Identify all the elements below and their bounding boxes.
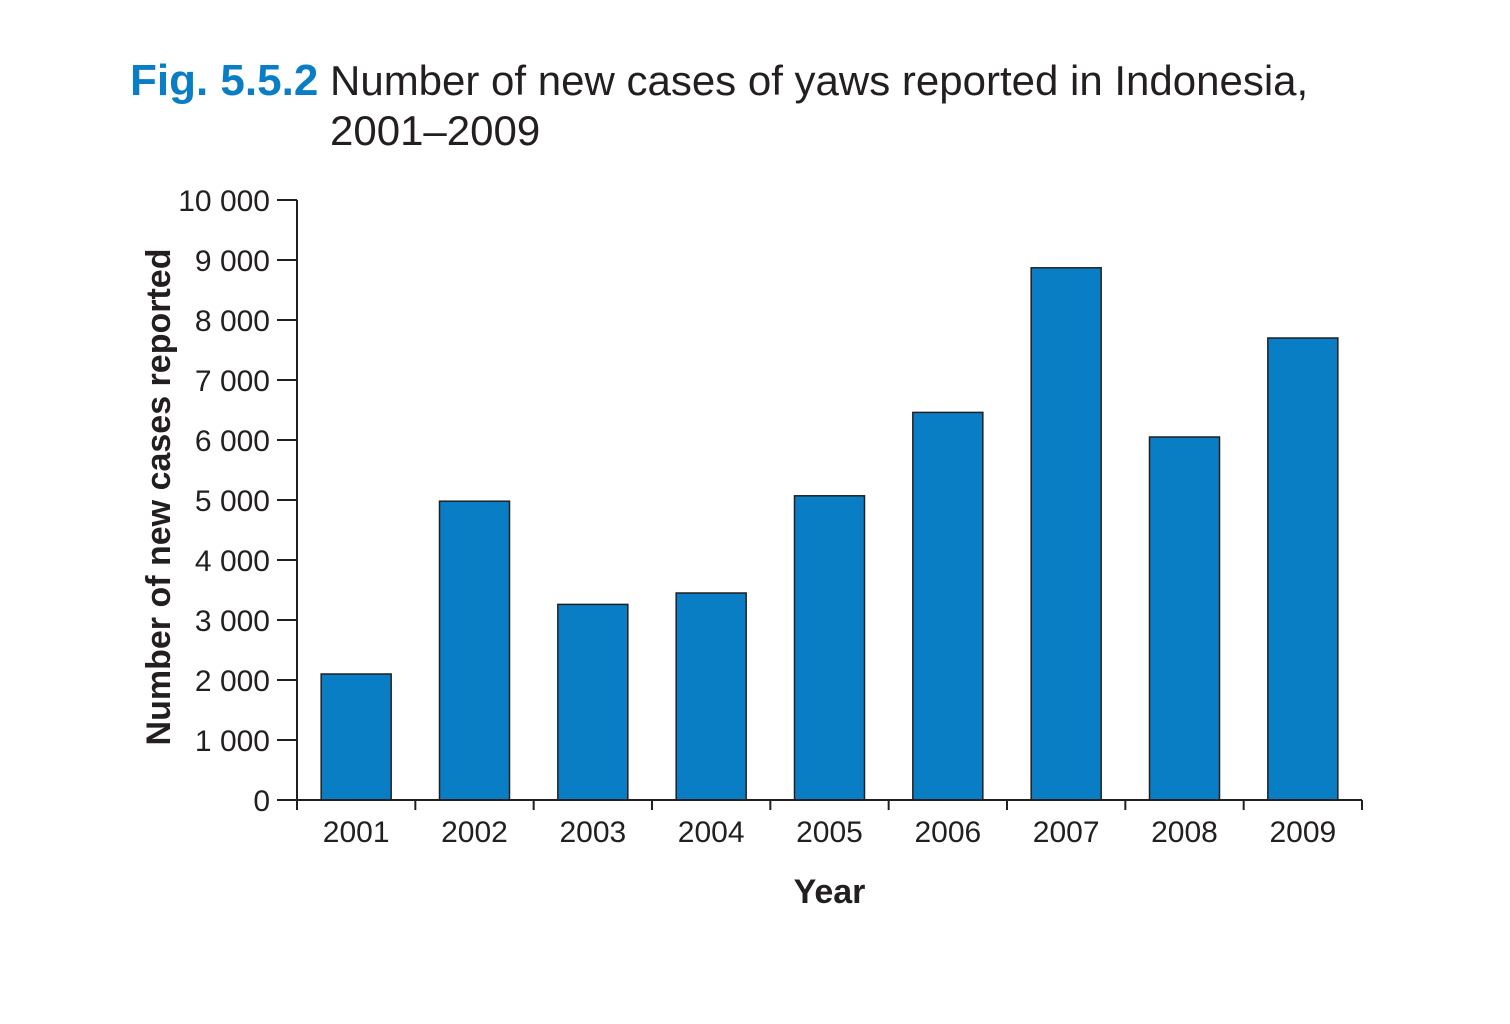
- y-tick-label: 8 000: [195, 305, 270, 338]
- bar-2009: [1267, 337, 1339, 801]
- bar-2001: [320, 673, 392, 801]
- bar-2002: [438, 500, 511, 801]
- y-tick-label: 7 000: [195, 365, 270, 398]
- bar-2008: [1148, 436, 1221, 801]
- x-tick-label: 2001: [323, 816, 390, 849]
- x-tick-label: 2009: [1269, 816, 1336, 849]
- x-axis-ticks: 2001 2002 2003 2004 2005 2006 2007 2008 2009: [296, 800, 1363, 849]
- bar-2003: [557, 603, 629, 801]
- y-tick-label: 0: [253, 785, 270, 818]
- y-tick-label: 6 000: [195, 425, 270, 458]
- y-axis-ticks: 0 1 000 2 000 3 000 4 000 5 000 6 000 7 000 8 00…: [178, 185, 297, 818]
- y-tick-label: 5 000: [195, 485, 270, 518]
- y-tick-label: 2 000: [195, 665, 270, 698]
- x-tick-label: 2003: [559, 816, 626, 849]
- x-tick-label: 2007: [1033, 816, 1100, 849]
- bar-2006: [912, 411, 984, 801]
- y-tick-label: 1 000: [195, 725, 270, 758]
- y-tick-label: 3 000: [195, 605, 270, 638]
- x-tick-label: 2004: [678, 816, 745, 849]
- figure-number: Fig. 5.5.2: [130, 56, 318, 105]
- x-tick-label: 2002: [441, 816, 508, 849]
- x-tick-label: 2008: [1151, 816, 1218, 849]
- bar-2005: [793, 495, 866, 801]
- y-tick-label: 10 000: [178, 185, 270, 218]
- x-tick-label: 2005: [796, 816, 863, 849]
- chart-title-line-1: Number of new cases of yaws reported in …: [330, 57, 1308, 104]
- y-tick-label: 9 000: [195, 245, 270, 278]
- x-tick-label: 2006: [914, 816, 981, 849]
- bar-series: [320, 267, 1339, 801]
- y-axis-title: Number of new cases reported: [140, 249, 178, 746]
- bar-2004: [675, 592, 747, 801]
- x-axis-title: Year: [794, 873, 866, 911]
- bar-2007: [1030, 267, 1102, 801]
- y-tick-label: 4 000: [195, 545, 270, 578]
- chart-title-line-2: 2001–2009: [330, 107, 540, 154]
